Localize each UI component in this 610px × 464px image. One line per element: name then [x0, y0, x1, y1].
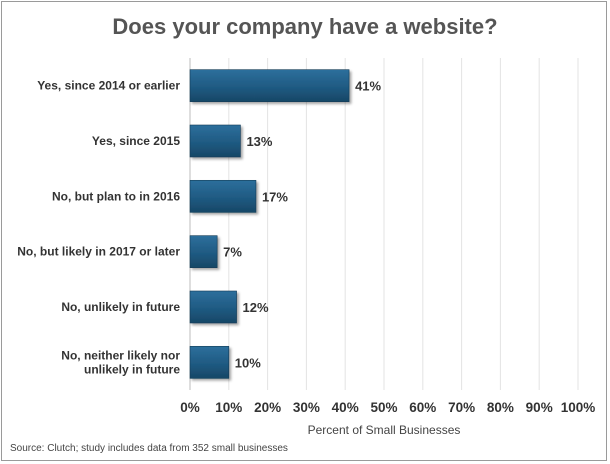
category-label-line: No, but likely in 2017 or later: [17, 245, 180, 259]
x-tick-label: 40%: [332, 400, 359, 415]
category-label: Yes, since 2014 or earlier: [37, 79, 180, 93]
value-label: 12%: [243, 300, 269, 315]
x-axis-label: Percent of Small Businesses: [308, 423, 461, 437]
category-label-line: unlikely in future: [84, 362, 180, 376]
bar: [189, 124, 241, 158]
bar: [189, 290, 237, 324]
x-tick-label: 100%: [561, 400, 596, 415]
x-tick-label: 60%: [409, 400, 436, 415]
source-note: Source: Clutch; study includes data from…: [10, 443, 288, 454]
category-label: No, but likely in 2017 or later: [17, 245, 180, 259]
chart-title: Does your company have a website?: [112, 14, 498, 39]
x-tick-label: 0%: [180, 400, 200, 415]
category-label: Yes, since 2015: [92, 134, 180, 148]
bar: [189, 235, 218, 268]
category-label-line: Yes, since 2014 or earlier: [37, 79, 180, 93]
value-label: 41%: [355, 79, 381, 94]
category-label: No, neither likely nor unlikely in future: [61, 348, 180, 376]
x-tick-label: 30%: [293, 400, 320, 415]
category-label-line: No, neither likely nor: [61, 348, 180, 362]
bar: [189, 346, 230, 379]
x-tick-label: 80%: [487, 400, 514, 415]
category-label: No, unlikely in future: [61, 300, 180, 314]
x-axis-ticks: 0% 10% 20% 30% 40% 50% 60% 70% 80% 90% 100%: [180, 400, 595, 415]
value-label: 13%: [246, 134, 272, 149]
category-label-line: Yes, since 2015: [92, 134, 180, 148]
category-label: No, but plan to in 2016: [52, 189, 180, 203]
category-label-line: No, unlikely in future: [61, 300, 180, 314]
value-label: 10%: [235, 355, 261, 370]
category-label-line: No, but plan to in 2016: [52, 189, 180, 203]
bar: [189, 69, 350, 102]
x-tick-label: 50%: [370, 400, 397, 415]
x-tick-label: 70%: [448, 400, 475, 415]
bars: [189, 69, 350, 379]
labels: 41% Yes, since 2014 or earlier 13% Yes, sin…: [17, 79, 381, 377]
x-tick-label: 90%: [526, 400, 553, 415]
x-tick-label: 20%: [254, 400, 281, 415]
x-tick-label: 10%: [215, 400, 242, 415]
grid-lines: [189, 58, 579, 390]
value-label: 7%: [223, 245, 242, 260]
bar: [189, 180, 257, 213]
value-label: 17%: [262, 189, 288, 204]
